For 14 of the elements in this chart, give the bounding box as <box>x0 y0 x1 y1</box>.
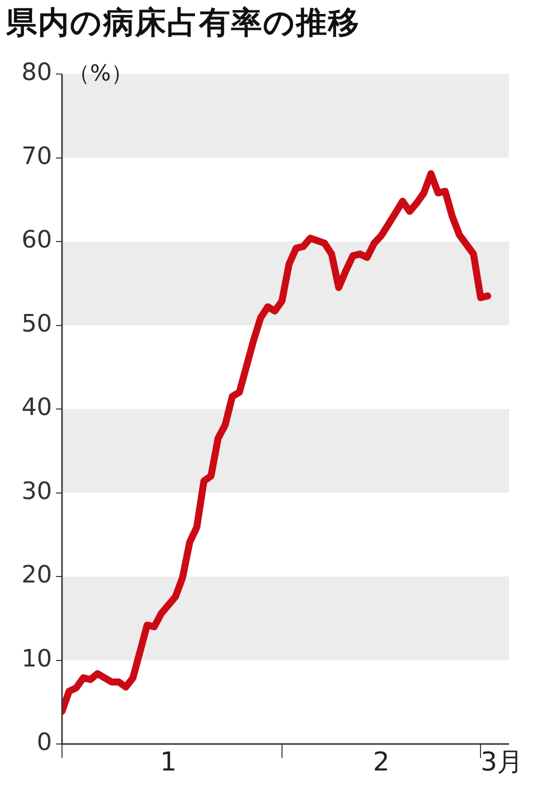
y-axis-title: （%） <box>68 62 133 87</box>
chart-title: 県内の病床占有率の推移 <box>6 4 360 43</box>
y-tick-label: 30 <box>21 476 52 505</box>
y-tick-label: 70 <box>21 142 52 170</box>
x-tick-label: 3月 <box>480 747 524 778</box>
y-tick-label: 0 <box>36 728 52 756</box>
y-tick-label: 80 <box>21 58 52 86</box>
y-tick-label: 10 <box>21 644 52 672</box>
y-tick-label: 50 <box>21 309 52 338</box>
y-tick-label: 40 <box>21 393 52 422</box>
y-tick-label: 20 <box>21 560 52 589</box>
y-tick-label: 60 <box>21 226 52 254</box>
x-tick-label: 1 <box>160 747 177 778</box>
x-tick-label: 2 <box>373 747 390 778</box>
